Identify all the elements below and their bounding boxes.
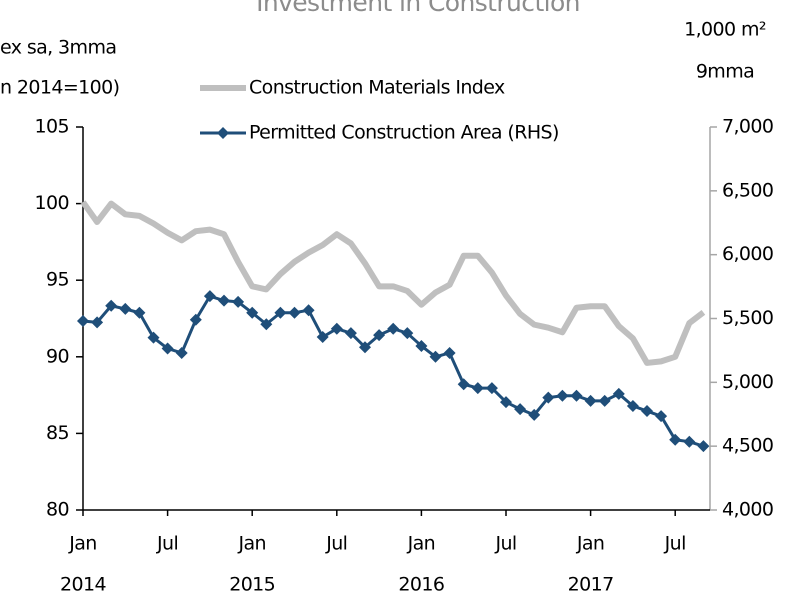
data-point (542, 391, 555, 404)
data-point (161, 342, 174, 355)
x-tick-label: Jul (664, 533, 686, 555)
y2-tick-label: 5,500 (722, 307, 773, 329)
data-point (344, 327, 357, 340)
data-point (471, 382, 484, 395)
x-tick-label: Jan (576, 533, 605, 555)
y-tick-label: 105 (35, 116, 69, 138)
data-point (429, 350, 442, 363)
data-point (514, 403, 527, 416)
data-point (641, 405, 653, 418)
data-point (147, 331, 160, 344)
data-point (443, 346, 456, 359)
series-line (80, 200, 706, 366)
data-point (626, 399, 639, 412)
y2-axis-label: 1,000 m² (684, 19, 766, 41)
data-point (246, 306, 259, 319)
data-point (697, 440, 710, 453)
data-point (401, 327, 414, 340)
data-point (655, 410, 668, 423)
y2-tick-label: 6,000 (722, 243, 773, 265)
y-tick-label: 80 (46, 499, 69, 521)
y2-tick-label: 6,500 (722, 179, 773, 201)
legend-label: Permitted Construction Area (RHS) (249, 122, 559, 144)
data-point (556, 389, 569, 402)
x-tick-label: Jul (156, 533, 178, 555)
data-point (175, 346, 188, 359)
data-point (91, 316, 104, 329)
x-group-label: 2017 (568, 574, 614, 596)
data-point (119, 302, 132, 315)
y-axis-label: n 2014=100) (0, 77, 119, 99)
legend-marker (217, 127, 229, 139)
legend-label: Construction Materials Index (249, 77, 505, 99)
data-point (500, 396, 512, 409)
data-point (598, 394, 611, 407)
x-tick-label: Jan (237, 533, 266, 555)
data-point (359, 341, 371, 354)
data-point (584, 394, 597, 407)
y2-tick-label: 4,000 (722, 499, 773, 521)
x-tick-label: Jan (68, 533, 97, 555)
data-point (274, 306, 287, 319)
data-point (612, 387, 625, 400)
data-point (218, 294, 230, 307)
data-point (373, 329, 386, 342)
x-tick-label: Jul (325, 533, 347, 555)
x-group-label: 2014 (60, 574, 106, 596)
data-point (77, 315, 89, 328)
data-point (232, 295, 245, 308)
data-point (387, 322, 400, 335)
data-point (105, 299, 118, 312)
data-point (302, 304, 315, 317)
data-point (330, 322, 343, 335)
data-point (528, 408, 541, 421)
x-tick-label: Jan (407, 533, 436, 555)
x-group-label: 2015 (229, 574, 275, 596)
data-point (189, 313, 202, 326)
y-tick-label: 85 (46, 422, 69, 444)
y2-tick-label: 4,500 (722, 435, 773, 457)
y2-tick-label: 7,000 (722, 116, 773, 138)
y-axis-label: ex sa, 3mma (0, 37, 116, 59)
y2-axis-label: 9mma (696, 61, 754, 83)
data-point (485, 382, 498, 395)
chart-title: Investment in Construction (256, 0, 580, 17)
data-point (683, 435, 696, 448)
y2-tick-label: 5,000 (722, 371, 773, 393)
x-tick-label: Jul (494, 533, 516, 555)
data-point (133, 306, 146, 319)
data-point (288, 306, 301, 319)
data-point (457, 378, 470, 391)
y-tick-label: 95 (46, 269, 69, 291)
y-tick-label: 90 (46, 345, 69, 367)
data-point (316, 331, 329, 344)
data-point (570, 389, 583, 402)
data-point (260, 318, 273, 331)
data-point (669, 433, 682, 446)
data-point (203, 290, 216, 303)
data-point (415, 339, 428, 352)
y-tick-label: 100 (35, 192, 69, 214)
x-group-label: 2016 (398, 574, 444, 596)
